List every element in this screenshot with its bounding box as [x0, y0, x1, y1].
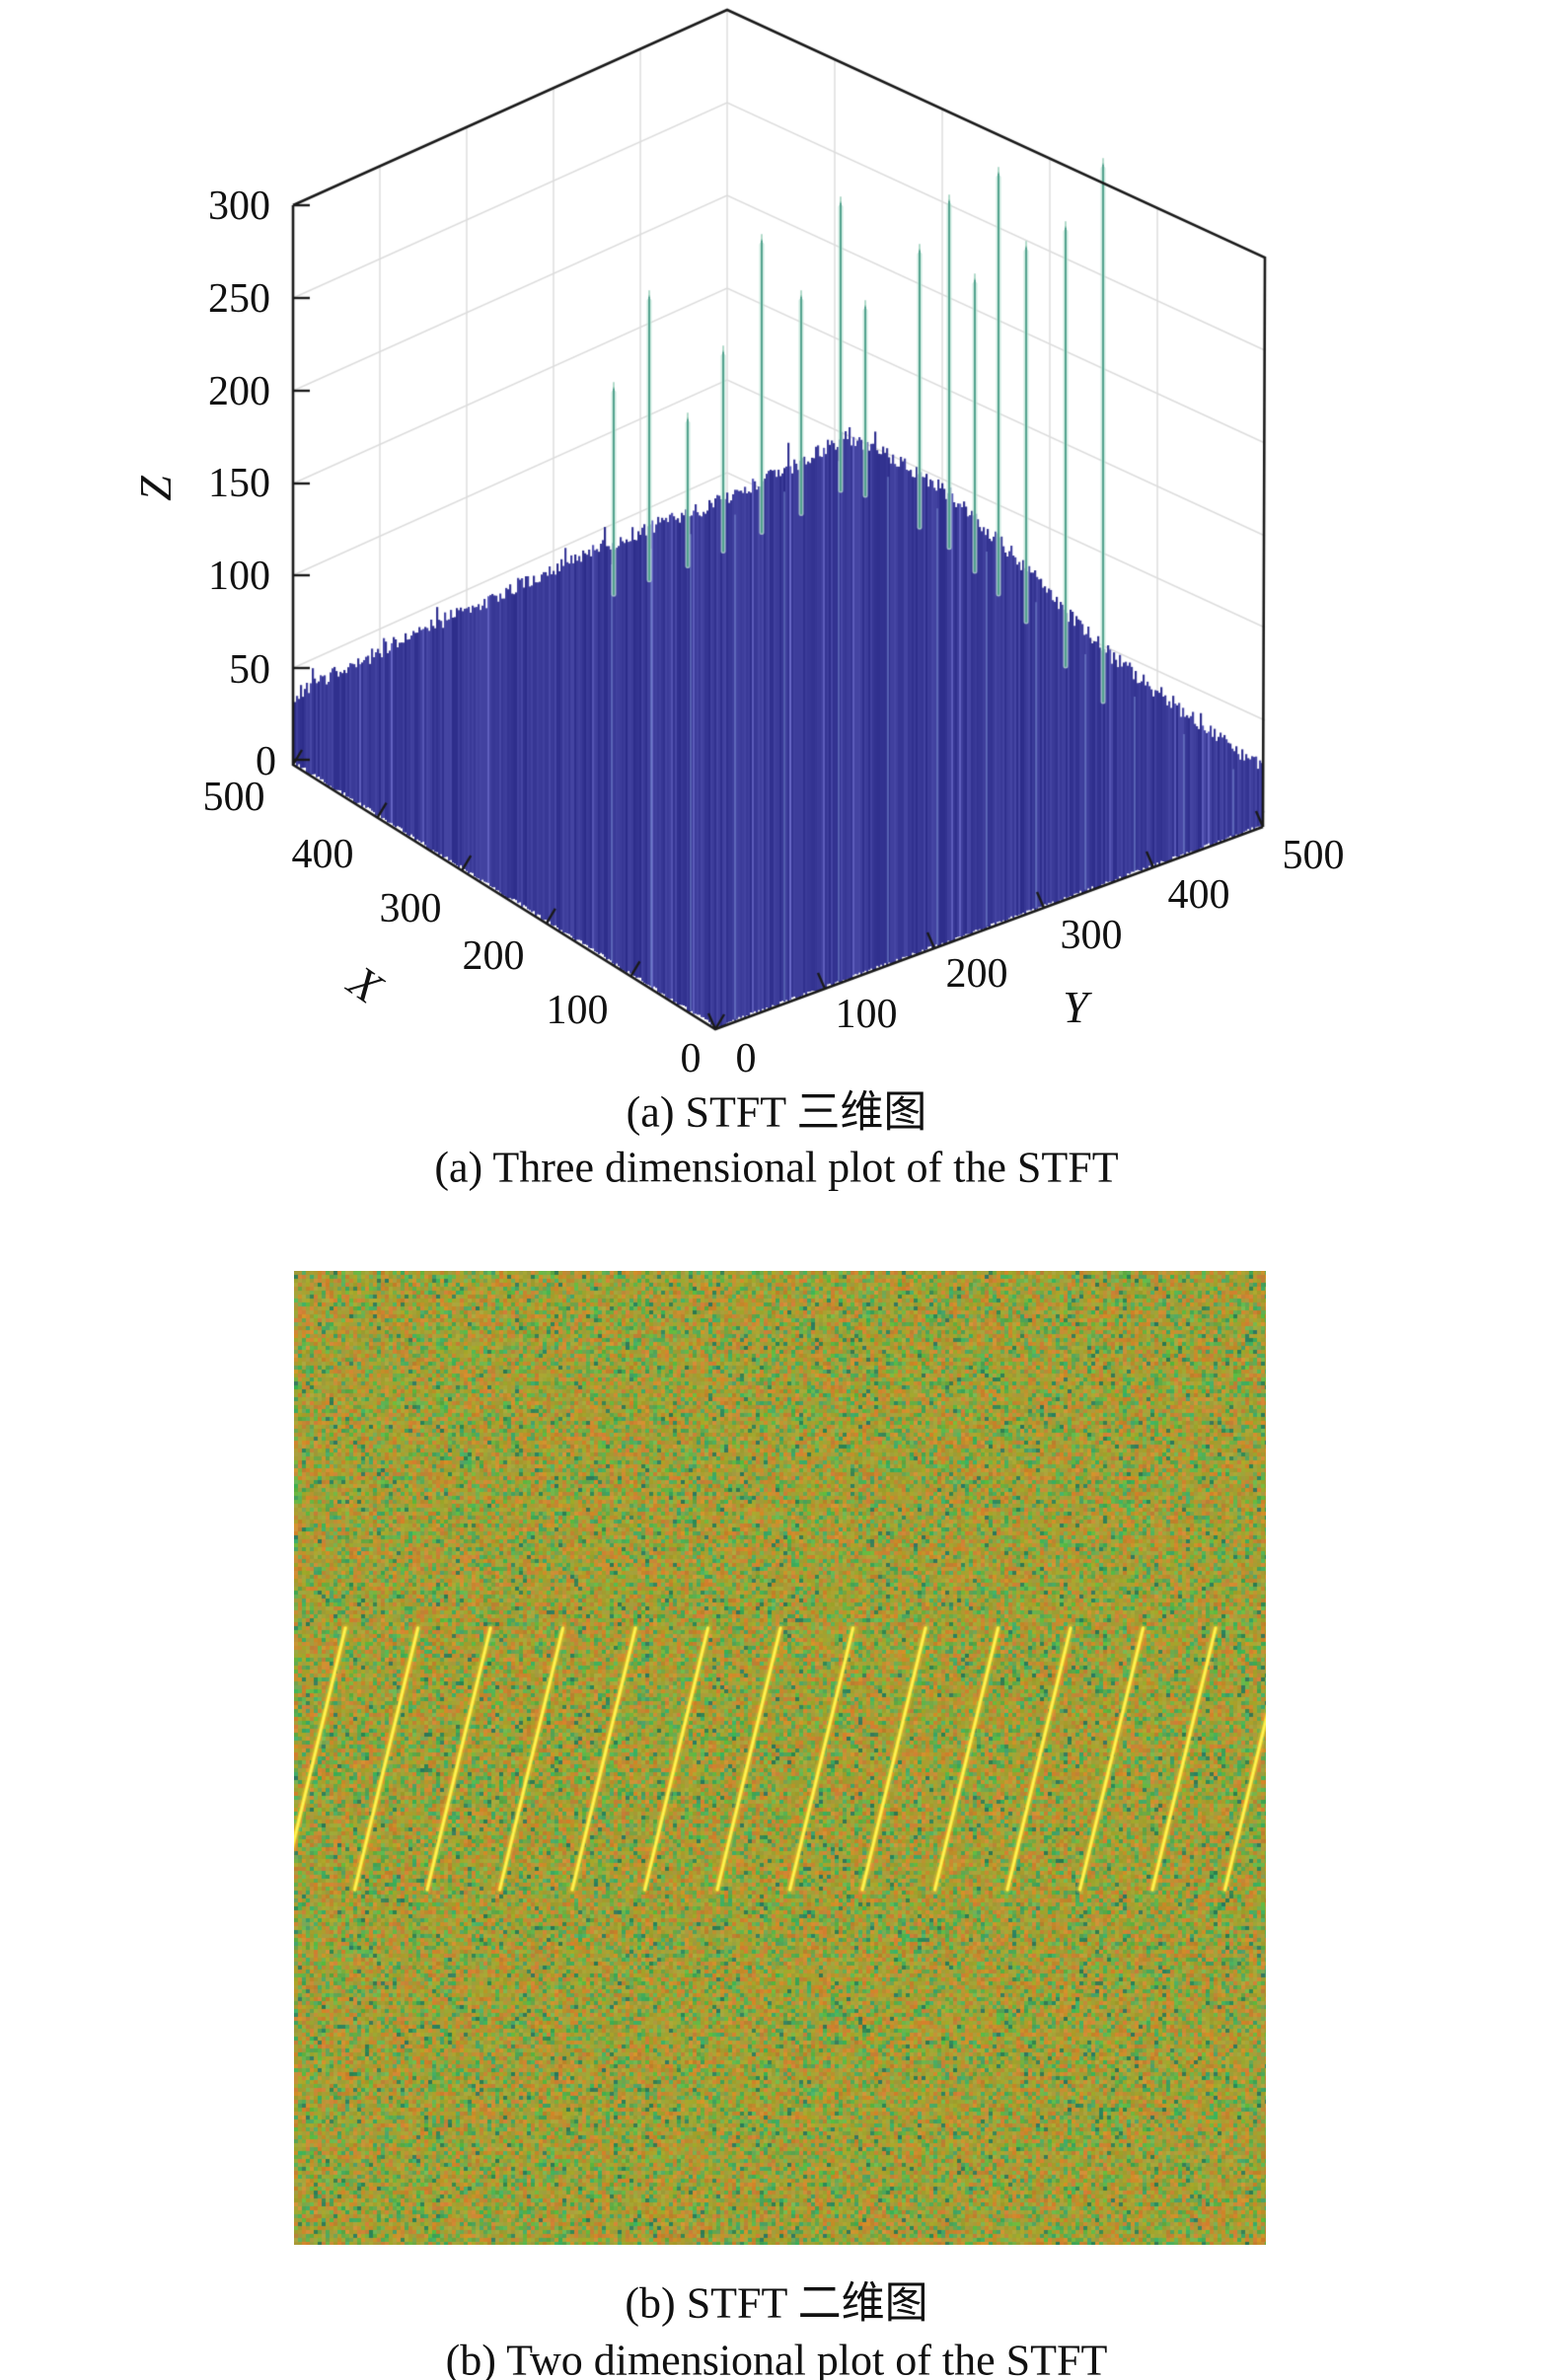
z-tick-150: 150 — [208, 461, 270, 506]
x-tick-0: 0 — [680, 1036, 702, 1081]
x-tick-200: 200 — [462, 933, 525, 979]
y-axis-title: Y — [1063, 982, 1088, 1032]
caption-b-chinese: (b) STFT 二维图 — [625, 2278, 928, 2328]
z-tick-100: 100 — [208, 554, 270, 599]
x-tick-400: 400 — [291, 832, 354, 877]
stft-2d-plot-canvas — [294, 1271, 1266, 2245]
z-tick-300: 300 — [208, 184, 270, 229]
x-tick-300: 300 — [379, 886, 442, 931]
caption-a-chinese: (a) STFT 三维图 — [626, 1087, 927, 1137]
y-tick-200: 200 — [945, 951, 1008, 997]
caption-b-english: (b) Two dimensional plot of the STFT — [445, 2336, 1108, 2380]
y-tick-0: 0 — [735, 1036, 757, 1081]
z-axis-title: Z — [130, 476, 181, 501]
y-tick-100: 100 — [835, 992, 898, 1037]
x-tick-500: 500 — [202, 775, 265, 820]
caption-a-english: (a) Three dimensional plot of the STFT — [434, 1143, 1119, 1192]
y-tick-400: 400 — [1167, 872, 1230, 918]
y-tick-500: 500 — [1282, 833, 1345, 878]
stft-3d-plot-canvas — [0, 0, 1554, 1105]
z-tick-200: 200 — [208, 369, 270, 414]
x-tick-100: 100 — [546, 988, 609, 1033]
y-tick-300: 300 — [1060, 913, 1123, 958]
z-tick-50: 50 — [229, 647, 270, 693]
z-tick-250: 250 — [208, 276, 270, 322]
z-tick-0: 0 — [256, 739, 276, 784]
